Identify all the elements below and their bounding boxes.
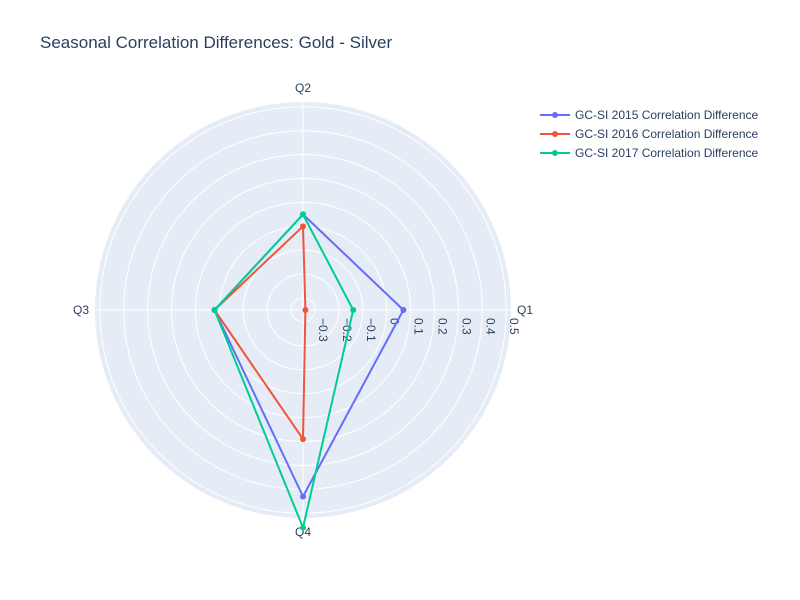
radial-tick-label: −0.1 — [364, 318, 378, 342]
radial-tick-label: 0.4 — [483, 318, 497, 335]
radial-tick-label: 0 — [388, 318, 402, 325]
series-3-point-q4 — [300, 524, 306, 531]
chart-title: Seasonal Correlation Differences: Gold -… — [40, 33, 393, 52]
series-2-point-q4 — [300, 436, 306, 443]
legend[interactable]: GC-SI 2015 Correlation Difference GC-SI 2… — [540, 108, 759, 160]
radial-axis-labels: −0.3 −0.2 −0.1 0 0.1 0.2 0.3 0.4 0.5 — [316, 318, 521, 342]
radial-tick-label: 0.5 — [507, 318, 521, 335]
angular-label-q1: Q1 — [517, 303, 533, 317]
legend-label-1: GC-SI 2015 Correlation Difference — [575, 108, 759, 122]
legend-marker-3 — [552, 150, 558, 156]
series-3-point-q3 — [211, 307, 218, 313]
series-1-point-q1 — [400, 307, 407, 313]
legend-item-3[interactable]: GC-SI 2017 Correlation Difference — [540, 146, 759, 160]
series-1-point-q4 — [300, 493, 306, 500]
series-layer — [211, 211, 407, 531]
angular-label-q3: Q3 — [73, 303, 89, 317]
angular-label-q4: Q4 — [295, 525, 311, 539]
series-3-point-q2 — [300, 211, 306, 218]
series-2-point-q1 — [302, 307, 309, 313]
legend-item-2[interactable]: GC-SI 2016 Correlation Difference — [540, 127, 759, 141]
radial-tick-label: 0.2 — [435, 318, 449, 335]
series-2-point-q2 — [300, 223, 306, 230]
radial-tick-label: 0.3 — [459, 318, 473, 335]
radial-tick-label: 0.1 — [412, 318, 426, 335]
legend-marker-1 — [552, 112, 558, 118]
legend-marker-2 — [552, 131, 558, 137]
radial-tick-label: −0.3 — [316, 318, 330, 342]
legend-label-3: GC-SI 2017 Correlation Difference — [575, 146, 759, 160]
series-3-point-q1 — [350, 307, 357, 313]
series-3 — [211, 211, 357, 531]
legend-item-1[interactable]: GC-SI 2015 Correlation Difference — [540, 108, 759, 122]
angular-axis-labels: Q1 Q2 Q3 Q4 — [73, 81, 533, 539]
angular-label-q2: Q2 — [295, 81, 311, 95]
legend-label-2: GC-SI 2016 Correlation Difference — [575, 127, 759, 141]
